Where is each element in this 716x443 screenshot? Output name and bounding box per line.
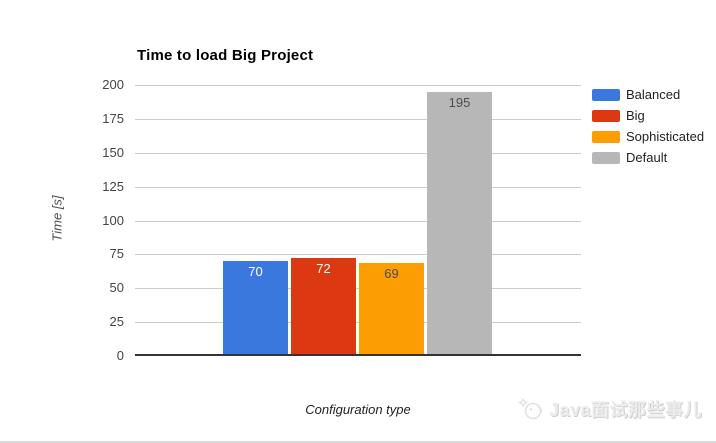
legend-item-sophisticated: Sophisticated [592, 126, 704, 147]
gridline-125 [135, 186, 581, 188]
bar-value-label: 72 [316, 261, 331, 277]
legend-swatch [592, 88, 620, 101]
legend-label: Big [626, 108, 645, 123]
legend-swatch [592, 151, 620, 164]
legend: Balanced Big Sophisticated Default [592, 84, 704, 168]
bar-balanced: 70 [223, 261, 288, 356]
bar-value-label: 195 [448, 94, 471, 110]
y-tick-label-125: 125 [102, 178, 124, 194]
y-tick-label-75: 75 [109, 246, 124, 262]
legend-swatch [592, 130, 620, 143]
y-tick-label-50: 50 [109, 280, 124, 296]
bar-value-label: 69 [384, 265, 399, 281]
gridline-50 [135, 288, 581, 290]
bar-big: 72 [291, 258, 356, 356]
bar-value-label: 70 [248, 264, 263, 280]
y-tick-label-25: 25 [109, 314, 124, 330]
bar-sophisticated: 69 [359, 262, 424, 356]
legend-label: Sophisticated [626, 129, 705, 144]
bottom-divider [0, 441, 716, 443]
legend-swatch [592, 109, 620, 122]
gridline-75 [135, 254, 581, 256]
mascot-icon [518, 397, 542, 420]
legend-item-default: Default [592, 147, 704, 168]
gridline-25 [135, 322, 581, 324]
gridline-175 [135, 118, 581, 120]
bar-default: 195 [427, 91, 492, 356]
legend-item-big: Big [592, 105, 704, 126]
gridline-150 [135, 152, 581, 154]
y-tick-label-175: 175 [102, 110, 124, 126]
legend-label: Default [626, 150, 668, 165]
x-axis-title: Configuration type [305, 402, 411, 417]
chart-title: Time to load Big Project [137, 47, 314, 64]
gridline-200 [135, 85, 581, 86]
legend-item-balanced: Balanced [592, 84, 704, 105]
y-tick-label-200: 200 [102, 77, 124, 92]
y-tick-label-0: 0 [116, 348, 124, 363]
watermark: Java面试那些事儿 [518, 396, 702, 422]
y-tick-label-100: 100 [102, 212, 124, 228]
x-axis-line [135, 354, 581, 356]
watermark-text: Java面试那些事儿 [548, 400, 702, 420]
gridline-100 [135, 220, 581, 222]
y-tick-label-150: 150 [102, 144, 124, 160]
legend-label: Balanced [626, 87, 681, 102]
plot-area: 70 72 69 195 [135, 85, 581, 356]
